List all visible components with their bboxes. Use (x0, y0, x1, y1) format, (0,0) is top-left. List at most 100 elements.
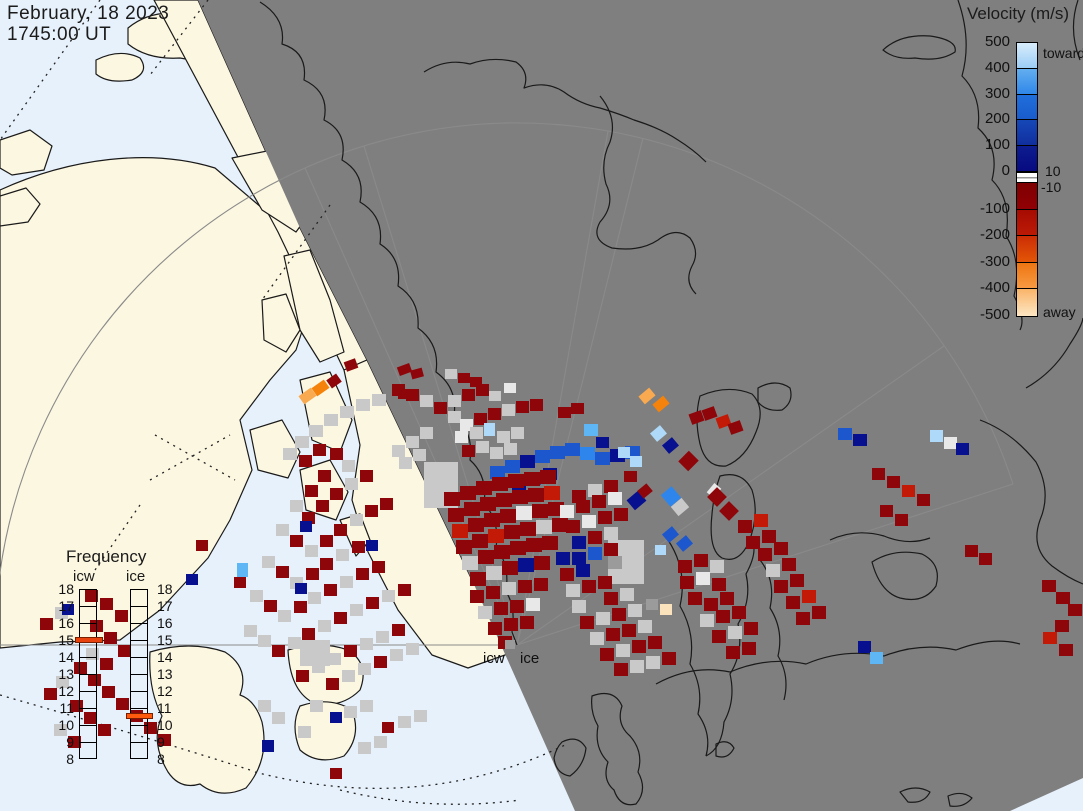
velocity-cell (326, 373, 342, 389)
freq-bar-icw-segment-1 (80, 607, 96, 624)
velocity-cell (448, 508, 464, 522)
velocity-cell (298, 726, 311, 738)
velocity-cell (116, 698, 129, 710)
velocity-cell (102, 686, 115, 698)
velocity-cell (455, 431, 468, 443)
freq-bar-ice-segment-8 (131, 726, 147, 743)
velocity-cell (316, 500, 329, 512)
velocity-cell (464, 502, 480, 516)
velocity-segment-toward-4 (1017, 146, 1037, 172)
velocity-cell (44, 688, 57, 700)
velocity-cell (700, 614, 714, 627)
velocity-cell (448, 411, 461, 423)
velocity-cell (744, 622, 758, 635)
radar-site-label-ice: ice (520, 650, 540, 667)
velocity-cell (560, 568, 574, 581)
away-label: away (1043, 304, 1076, 320)
velocity-cell (614, 508, 628, 521)
velocity-cell (774, 580, 788, 593)
velocity-cell (366, 597, 379, 609)
velocity-cell (470, 590, 484, 603)
velocity-cell (618, 447, 630, 458)
velocity-cell (456, 540, 472, 554)
velocity-cell (572, 600, 586, 613)
velocity-cell (520, 522, 536, 536)
island-ireland (553, 738, 587, 777)
velocity-cell (524, 472, 540, 486)
velocity-cell (649, 425, 668, 442)
velocity-cell (812, 606, 826, 619)
velocity-cell (68, 736, 81, 748)
velocity-colorbar (1016, 42, 1038, 317)
velocity-cell (413, 449, 426, 461)
velocity-cell (572, 536, 586, 549)
velocity-cell (74, 662, 87, 674)
velocity-cell (598, 511, 612, 524)
velocity-cell (492, 477, 508, 491)
velocity-cell (600, 648, 614, 661)
velocity-cell (434, 402, 447, 414)
frequency-legend-title: Frequency (66, 547, 147, 566)
velocity-cell (283, 448, 297, 460)
velocity-cell (572, 552, 586, 565)
velocity-cell (489, 391, 501, 401)
velocity-cell (306, 568, 319, 580)
velocity-cell (544, 486, 560, 500)
velocity-cell (604, 527, 618, 540)
velocity-cell (588, 484, 602, 497)
velocity-cell (592, 495, 606, 508)
frequency-tick-right-11: 11 (157, 700, 172, 716)
velocity-cell (979, 553, 992, 565)
velocity-cell (655, 545, 666, 555)
velocity-cell (680, 576, 694, 589)
velocity-cell (358, 742, 371, 754)
island-topleft-b (95, 52, 145, 82)
velocity-cell (330, 488, 343, 500)
velocity-cell (494, 602, 508, 615)
freq-bar-ice-segment-1 (131, 607, 147, 624)
velocity-cell (1055, 620, 1069, 632)
dotted-cross-b (154, 434, 236, 481)
velocity-cell (399, 457, 412, 469)
velocity-cell (566, 584, 580, 597)
velocity-cell (688, 592, 702, 605)
frequency-tick-right-18: 18 (157, 581, 173, 597)
velocity-cell (598, 576, 612, 589)
velocity-cell (494, 545, 510, 559)
freq-bar-icw-segment-3 (80, 641, 96, 658)
velocity-cell (786, 596, 800, 609)
velocity-cell (352, 541, 365, 553)
radar-cells-layer (40, 358, 1082, 779)
velocity-cell (694, 554, 708, 567)
radar-site-label-icw: icw (483, 650, 505, 667)
velocity-cell (328, 653, 341, 665)
frequency-tick-right-12: 12 (157, 683, 173, 699)
velocity-cell (712, 578, 726, 591)
velocity-plus10-label: 10 (1045, 163, 1061, 179)
landmass-mainland (0, 157, 313, 649)
velocity-cell (488, 408, 501, 420)
velocity-cell (526, 538, 542, 552)
velocity-cell (588, 531, 602, 544)
time-label: 1745:00 UT (7, 23, 112, 45)
velocity-zero-band (1017, 171, 1037, 183)
velocity-cell (330, 712, 342, 723)
velocity-cell (340, 406, 354, 418)
velocity-cell (662, 652, 676, 665)
coast-right-mid-a (1025, 317, 1083, 389)
frequency-tick-left-17: 17 (58, 598, 74, 614)
velocity-cell (774, 542, 788, 555)
velocity-cell (1056, 592, 1070, 604)
velocity-cell (608, 492, 622, 505)
velocity-cell (565, 443, 580, 456)
velocity-cell (490, 447, 503, 459)
velocity-cell (98, 724, 111, 736)
velocity-cell (295, 436, 309, 448)
velocity-cell (406, 643, 419, 655)
velocity-cell (732, 606, 746, 619)
velocity-cell (580, 447, 595, 460)
velocity-cell (452, 524, 468, 538)
velocity-cell (320, 558, 333, 570)
velocity-cell (566, 520, 580, 533)
